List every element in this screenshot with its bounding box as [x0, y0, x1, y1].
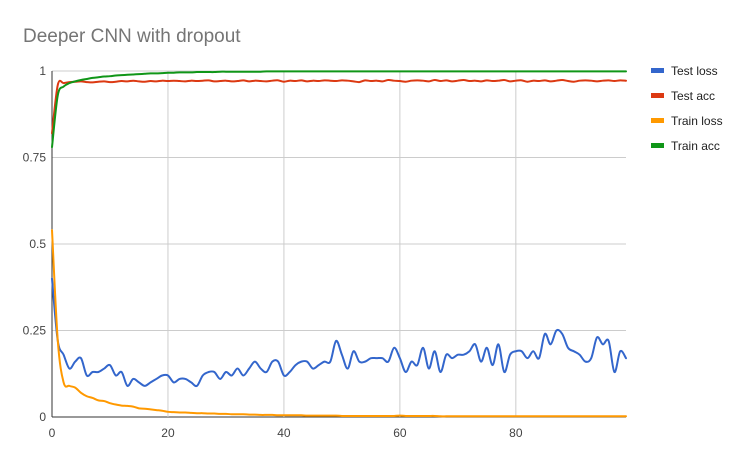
y-tick-label: 0.75	[23, 151, 47, 165]
legend: Test loss Test acc Train loss Train acc	[651, 64, 723, 153]
x-axis-ticks: 0 20 40 60 80	[49, 426, 523, 440]
legend-swatch-train-loss	[651, 118, 664, 123]
series-line-test-acc	[51, 78, 627, 135]
legend-swatch-test-acc	[651, 93, 664, 98]
series-line-train-loss	[51, 229, 627, 418]
series-line-test-loss	[51, 277, 627, 388]
x-tick-label: 0	[49, 426, 56, 440]
x-tick-label: 80	[509, 426, 523, 440]
grid	[51, 70, 626, 418]
legend-label-train-acc: Train acc	[671, 139, 720, 153]
x-tick-label: 40	[277, 426, 291, 440]
y-tick-label: 0	[39, 410, 46, 424]
legend-swatch-test-loss	[651, 68, 664, 73]
series-lines	[51, 70, 627, 418]
y-tick-label: 1	[39, 64, 46, 78]
y-axis-ticks: 0 0.25 0.5 0.75 1	[23, 64, 47, 424]
legend-label-test-acc: Test acc	[671, 89, 715, 103]
chart-title: Deeper CNN with dropout	[23, 26, 241, 47]
series-line-train-acc	[51, 70, 627, 149]
y-tick-label: 0.25	[23, 324, 47, 338]
legend-swatch-train-acc	[651, 143, 664, 148]
x-tick-label: 60	[393, 426, 407, 440]
legend-label-test-loss: Test loss	[671, 64, 718, 78]
x-tick-label: 20	[161, 426, 175, 440]
legend-label-train-loss: Train loss	[671, 114, 723, 128]
y-tick-label: 0.5	[29, 237, 46, 251]
